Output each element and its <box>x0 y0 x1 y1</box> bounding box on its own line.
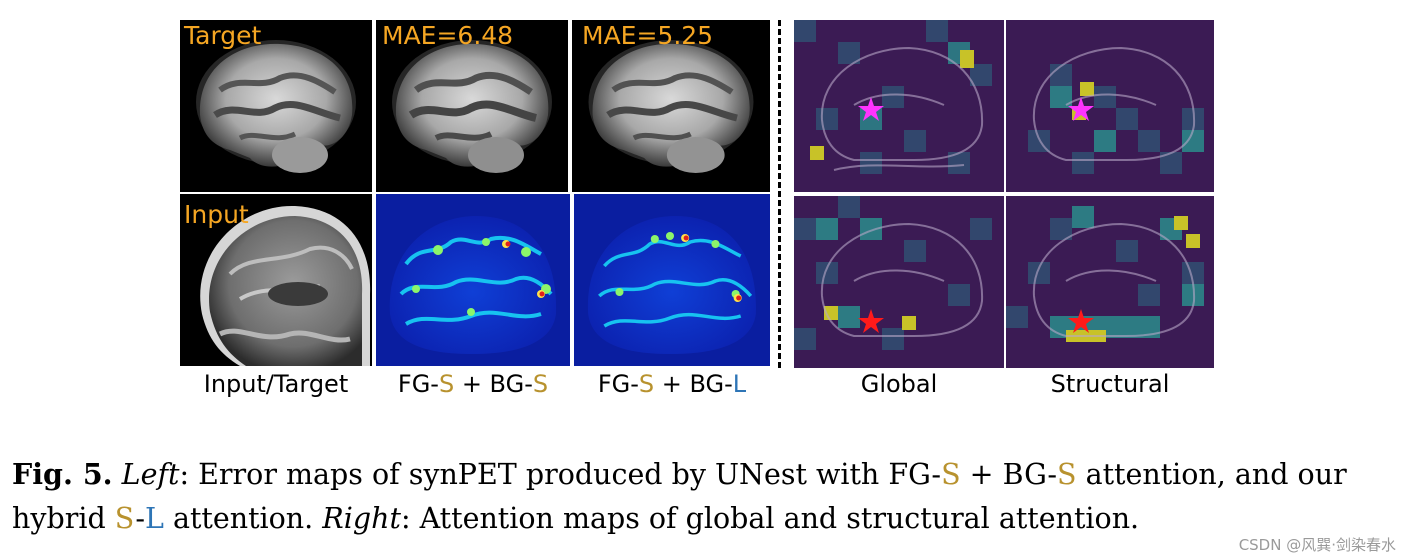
col3-l: L <box>732 370 747 398</box>
col-label-global: Global <box>860 370 938 398</box>
caption-text-2: + BG- <box>960 458 1057 491</box>
attention-structural-bottom <box>1006 196 1214 368</box>
col-label-fg-s-bg-l: FG-S + BG-L <box>574 369 770 399</box>
target-pet-panel: Target <box>180 20 372 192</box>
dashed-divider <box>778 20 781 368</box>
attention-structural-top-image <box>1006 20 1214 192</box>
caption-text-4: attention. <box>163 502 323 535</box>
attention-global-bottom-image <box>794 196 1004 368</box>
error-map-ss-image <box>389 216 557 354</box>
target-label: Target <box>184 21 262 50</box>
caption-dash: - <box>135 502 145 535</box>
mae-sl-label: MAE=5.25 <box>582 21 714 50</box>
col2-s2: S <box>532 370 549 398</box>
attention-global-bottom <box>794 196 1004 368</box>
error-map-sl-panel <box>574 194 770 366</box>
input-mri-panel: Input <box>180 194 372 366</box>
figure-caption: Fig. 5. Left: Error maps of synPET produ… <box>12 452 1396 541</box>
caption-text-3: attention, and our hybrid <box>12 458 1347 535</box>
col-label-structural: Structural <box>1050 370 1170 398</box>
target-pet-image <box>196 40 356 173</box>
watermark: CSDN @风巽·剑染春水 <box>1238 536 1396 554</box>
caption-left: Left <box>121 458 180 491</box>
attention-global-top-image <box>794 20 1004 192</box>
synpet-ss-panel: MAE=6.48 <box>376 20 568 192</box>
col3-plus: + BG- <box>654 370 733 398</box>
error-map-sl-image <box>587 216 756 354</box>
col2-s1: S <box>438 370 455 398</box>
col2-plus: + BG- <box>454 370 533 398</box>
mae-ss-label: MAE=6.48 <box>382 21 514 50</box>
input-label: Input <box>184 200 249 229</box>
caption-s-2: S <box>1057 458 1077 491</box>
col2-fg: FG- <box>397 370 439 398</box>
input-mri-image <box>200 205 371 366</box>
caption-s-3: S <box>114 502 136 535</box>
error-map-ss-panel <box>376 194 570 366</box>
attention-structural-bottom-image <box>1006 196 1214 368</box>
caption-fig-number: Fig. 5. <box>12 457 113 491</box>
attention-global-top <box>794 20 1004 192</box>
synpet-sl-image <box>588 40 754 173</box>
caption-text-5: : Attention maps of global and structura… <box>400 502 1140 535</box>
attention-structural-top <box>1006 20 1214 192</box>
caption-text-1: : Error maps of synPET produced by UNest… <box>179 458 942 491</box>
col-label-input-target: Input/Target <box>203 370 349 398</box>
col3-s1: S <box>638 370 655 398</box>
caption-l: L <box>144 502 164 535</box>
synpet-ss-image <box>392 40 552 173</box>
synpet-sl-panel: MAE=5.25 <box>572 20 770 192</box>
col-label-fg-s-bg-s: FG-S + BG-S <box>376 369 570 399</box>
caption-s-1: S <box>941 458 961 491</box>
caption-right: Right <box>322 502 401 535</box>
col3-fg: FG- <box>597 370 639 398</box>
